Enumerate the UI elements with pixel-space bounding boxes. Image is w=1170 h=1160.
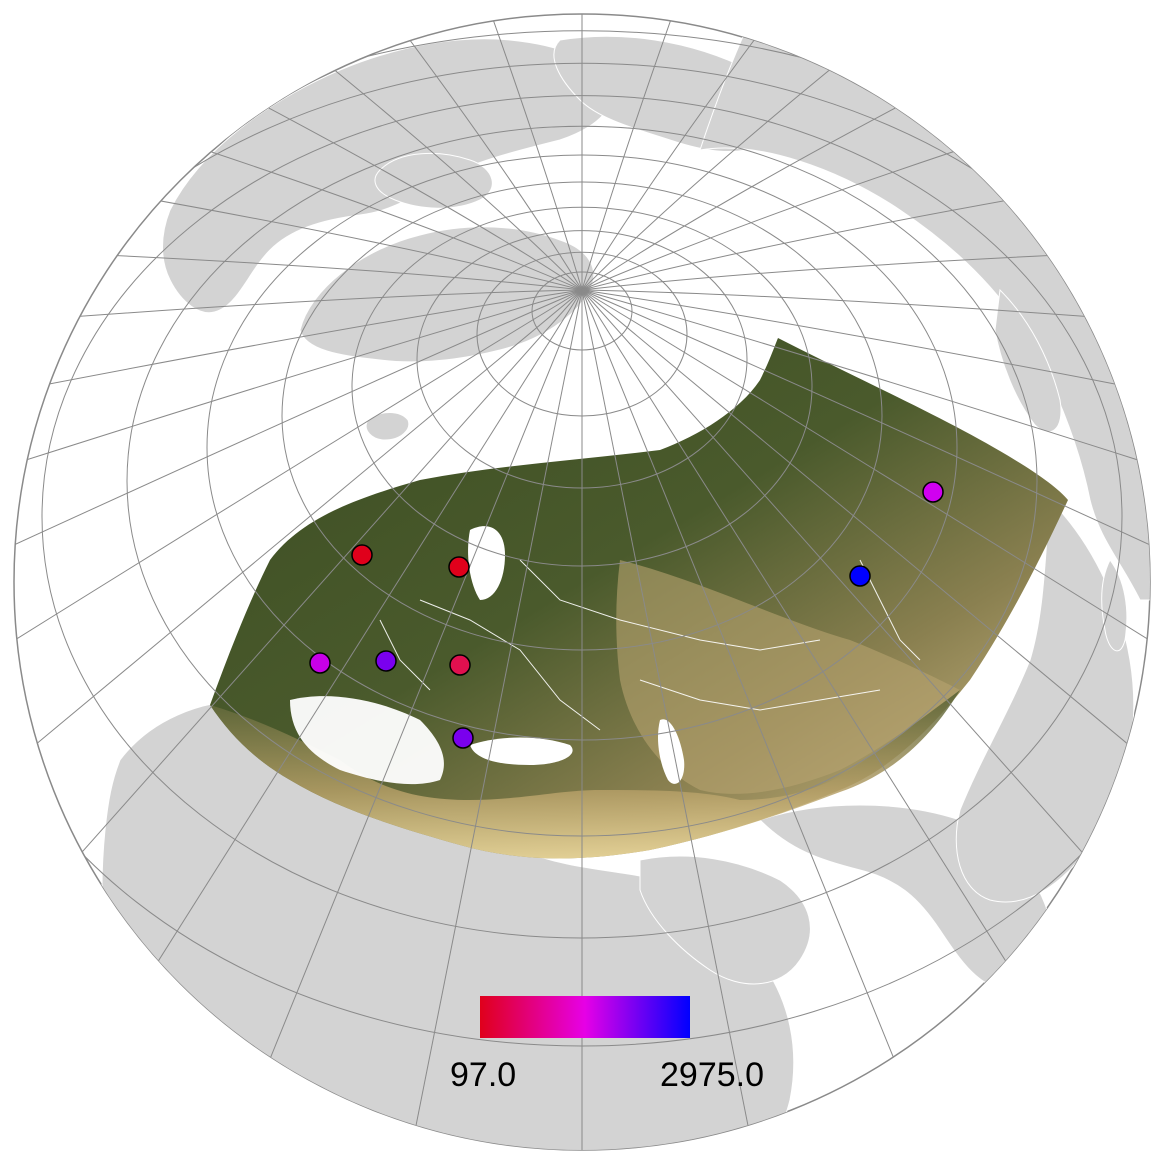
parallel-line [531,271,633,351]
caspian-sea [657,719,685,784]
parallel-line [14,62,1150,1047]
marker-central-siberia[interactable] [849,565,871,587]
mediterranean-sea [290,696,444,785]
parallel-line [281,181,883,651]
colorbar-max-label: 2975.0 [660,1056,764,1094]
parallel-line [351,206,813,567]
steppe-fill [616,560,960,794]
marker-great-britain[interactable] [351,544,373,566]
marker-eastern-siberia[interactable] [922,481,944,503]
marker-hungary[interactable] [449,654,471,676]
meridian-line [14,289,583,849]
imagery-south-fill [210,690,960,859]
meridian-line [581,289,1150,697]
baltic-sea [468,526,505,600]
colorbar-min-label: 97.0 [450,1056,517,1094]
marker-iberia[interactable] [309,652,331,674]
marker-balkans[interactable] [452,727,474,749]
marker-sweden[interactable] [448,556,470,578]
meridian-line [581,14,809,291]
parallel-line [206,154,958,741]
parallel-line [14,30,1150,1150]
black-sea [470,737,573,765]
meridian-line [14,289,583,991]
marker-alps[interactable] [375,650,397,672]
satellite-region [210,338,1068,859]
arabia-shape [639,855,811,985]
markers-layer [309,481,944,749]
parallel-line [41,95,1123,939]
colorbar [480,996,690,1038]
parallel-line [126,125,1038,837]
meridian-line [14,289,583,697]
east-asia-shape [955,498,1135,903]
meridian-line [14,289,583,541]
parallel-line [416,230,748,489]
parallel-line [476,251,688,417]
japan-shape [1101,559,1128,652]
iceland-shape [365,412,410,441]
meridian-line [581,289,1150,991]
meridian-line [355,14,583,291]
arctic-islands-shape [374,152,493,209]
kamchatka-shape [994,288,1062,433]
meridian-line [581,289,1150,849]
meridian-line [581,289,1150,541]
